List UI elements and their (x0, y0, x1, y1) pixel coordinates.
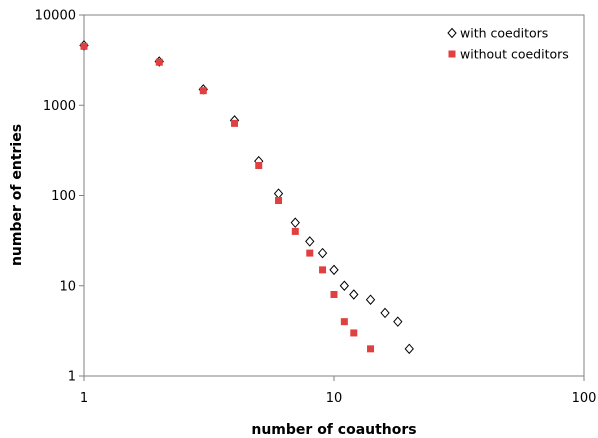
y-tick-label: 1 (68, 370, 76, 385)
data-point-without-coeditors (275, 197, 283, 205)
data-point-without-coeditors (350, 329, 358, 337)
data-points (79, 40, 414, 355)
x-tick-label: 1 (80, 391, 88, 406)
x-axis-title: number of coauthors (251, 422, 416, 438)
data-point-with-coeditors (305, 236, 315, 247)
legend-label: without coeditors (460, 47, 569, 62)
data-point-without-coeditors (340, 318, 348, 326)
data-point-without-coeditors (155, 58, 163, 66)
x-tick-label: 10 (326, 391, 343, 406)
data-point-with-coeditors (290, 217, 300, 228)
data-point-with-coeditors (393, 316, 403, 327)
data-point-without-coeditors (367, 345, 375, 353)
y-axis-title: number of entries (9, 124, 25, 266)
data-point-without-coeditors (199, 87, 207, 95)
data-point-without-coeditors (306, 249, 314, 257)
data-point-with-coeditors (317, 247, 328, 259)
legend-label: with coeditors (460, 26, 548, 41)
data-point-without-coeditors (80, 42, 88, 50)
data-point-without-coeditors (255, 161, 263, 169)
y-tick-label: 100 (51, 189, 76, 204)
y-tick-label: 1000 (43, 99, 76, 114)
legend: with coeditors without coeditors (447, 26, 569, 62)
data-point-without-coeditors (319, 266, 327, 274)
data-point-without-coeditors (231, 119, 239, 127)
data-point-without-coeditors (330, 290, 338, 298)
data-point-with-coeditors (349, 289, 359, 300)
series-2 (80, 42, 375, 353)
data-point-with-coeditors (380, 307, 390, 319)
plot-area (83, 14, 585, 377)
y-tick-label: 10000 (35, 9, 76, 24)
y-tick-label: 10 (59, 279, 76, 294)
data-point-with-coeditors (365, 294, 376, 305)
x-axis: 1 10 100 (80, 376, 597, 406)
y-axis: 1 10 100 1000 10000 (35, 9, 84, 385)
data-point-with-coeditors (404, 343, 414, 355)
legend-diamond-icon (447, 27, 457, 39)
data-point-with-coeditors (329, 264, 339, 276)
data-point-with-coeditors (339, 280, 350, 292)
legend-square-icon (448, 50, 456, 58)
x-tick-label: 100 (572, 391, 597, 406)
data-point-without-coeditors (291, 227, 299, 235)
